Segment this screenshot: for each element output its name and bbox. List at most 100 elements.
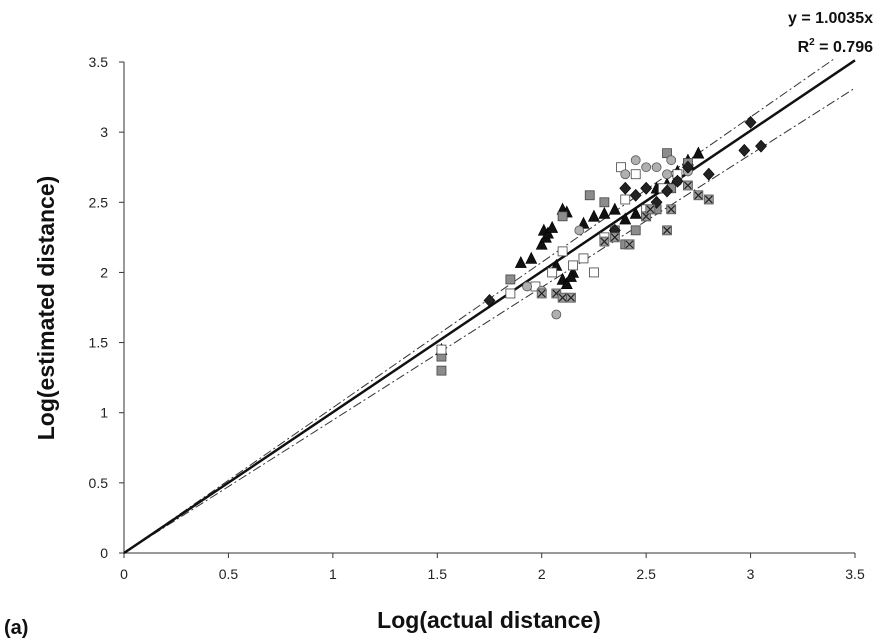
data-point-x-square bbox=[624, 239, 635, 250]
y-tick-label: 2.5 bbox=[89, 194, 109, 210]
data-point-square bbox=[578, 253, 589, 264]
data-point-x-square bbox=[609, 232, 620, 243]
y-tick-label: 2 bbox=[100, 264, 108, 280]
x-square-cross bbox=[600, 237, 609, 246]
trend-equation: y = 1.0035x bbox=[788, 10, 873, 27]
data-point-triangle bbox=[619, 212, 632, 225]
data-point-circle bbox=[522, 281, 532, 292]
x-square-cross bbox=[558, 293, 567, 302]
x-tick-label: 0.5 bbox=[219, 566, 239, 582]
data-point-circle bbox=[666, 155, 677, 166]
x-square-cross bbox=[552, 289, 561, 298]
data-point-x-square bbox=[683, 180, 693, 191]
data-point-circle bbox=[641, 162, 652, 173]
data-point-diamond bbox=[702, 167, 715, 181]
data-point-square bbox=[505, 274, 516, 285]
data-point-diamond bbox=[738, 143, 751, 157]
data-point-square bbox=[584, 190, 595, 201]
data-point-square bbox=[589, 267, 599, 278]
x-square-cross bbox=[610, 233, 619, 242]
confidence-band-line bbox=[123, 58, 835, 554]
r-squared-value: = 0.796 bbox=[815, 39, 873, 56]
y-axis-title: Log(estimated distance) bbox=[33, 176, 59, 441]
panel-label: (a) bbox=[4, 617, 28, 639]
data-point-x-square bbox=[566, 292, 576, 303]
x-tick-label: 0 bbox=[120, 566, 128, 582]
x-square-cross bbox=[683, 181, 692, 190]
data-point-x-square bbox=[666, 204, 677, 215]
x-tick-label: 3.5 bbox=[845, 566, 865, 582]
data-point-x-square bbox=[693, 190, 704, 201]
data-point-circle bbox=[630, 155, 641, 166]
data-points bbox=[435, 115, 767, 376]
data-point-square bbox=[620, 194, 631, 205]
data-point-diamond bbox=[671, 174, 684, 188]
data-point-triangle bbox=[692, 146, 705, 159]
x-square-cross bbox=[694, 191, 703, 200]
data-point-diamond bbox=[755, 139, 767, 153]
data-point-triangle bbox=[514, 255, 527, 268]
data-point-x-square bbox=[536, 288, 547, 299]
x-tick-label: 1 bbox=[329, 566, 337, 582]
data-point-x-square bbox=[703, 194, 714, 205]
data-point-square bbox=[436, 365, 447, 376]
x-tick-label: 2 bbox=[538, 566, 546, 582]
r-squared-exponent: 2 bbox=[809, 37, 815, 48]
data-point-triangle bbox=[546, 220, 559, 233]
data-point-triangle bbox=[560, 276, 573, 289]
data-point-square bbox=[568, 260, 578, 271]
x-square-cross bbox=[667, 205, 676, 214]
data-point-x-square bbox=[557, 292, 568, 303]
r-squared-label: R2 = 0.796 bbox=[798, 37, 874, 56]
data-point-circle bbox=[574, 225, 585, 236]
data-point-x-square bbox=[599, 236, 610, 247]
x-square-cross bbox=[567, 293, 575, 302]
data-point-square bbox=[547, 267, 558, 278]
data-point-triangle bbox=[587, 209, 600, 222]
x-square-cross bbox=[646, 205, 655, 214]
confidence-band-line bbox=[123, 87, 856, 554]
data-point-triangle bbox=[598, 206, 611, 219]
data-point-triangle bbox=[564, 269, 577, 282]
data-point-square bbox=[557, 246, 568, 257]
y-tick-label: 3 bbox=[100, 124, 108, 140]
data-point-square bbox=[630, 225, 641, 236]
data-point-diamond bbox=[483, 294, 496, 307]
axes bbox=[123, 62, 855, 554]
data-point-square bbox=[630, 169, 641, 180]
data-point-triangle bbox=[525, 251, 538, 264]
data-point-circle bbox=[651, 162, 662, 173]
data-point-circle bbox=[620, 169, 631, 180]
data-point-diamond bbox=[619, 181, 632, 195]
data-point-x-square bbox=[662, 225, 672, 236]
tick-marks bbox=[119, 61, 856, 558]
data-point-square bbox=[557, 211, 568, 222]
data-point-diamond bbox=[744, 115, 757, 129]
r-squared-prefix: R bbox=[798, 39, 810, 56]
x-square-cross bbox=[704, 195, 713, 204]
data-point-diamond bbox=[640, 181, 653, 195]
data-point-diamond bbox=[629, 188, 642, 202]
y-tick-label: 3.5 bbox=[89, 54, 109, 70]
data-point-triangle bbox=[629, 206, 642, 219]
y-tick-label: 1 bbox=[100, 405, 108, 421]
data-point-triangle bbox=[535, 237, 548, 250]
data-point-triangle bbox=[608, 202, 621, 215]
x-square-cross bbox=[537, 289, 546, 298]
data-point-square bbox=[599, 197, 610, 208]
data-point-circle bbox=[662, 169, 672, 180]
data-point-diamond bbox=[682, 160, 694, 174]
y-tick-label: 0 bbox=[100, 545, 108, 561]
y-tick-label: 1.5 bbox=[89, 335, 109, 351]
data-point-diamond bbox=[661, 184, 673, 198]
x-square-cross bbox=[663, 226, 671, 235]
data-point-x-square bbox=[645, 204, 656, 215]
x-axis-title: Log(actual distance) bbox=[377, 607, 601, 633]
x-tick-label: 2.5 bbox=[636, 566, 656, 582]
data-point-square bbox=[505, 288, 516, 299]
tick-labels: 0 0.5 1 1.5 2 2.5 3 3.5 0 0.5 1 1.5 2 2.5 3 3.5 bbox=[89, 54, 865, 582]
x-tick-label: 1.5 bbox=[428, 566, 448, 582]
data-point-square bbox=[436, 344, 447, 355]
data-point-circle bbox=[551, 309, 562, 320]
